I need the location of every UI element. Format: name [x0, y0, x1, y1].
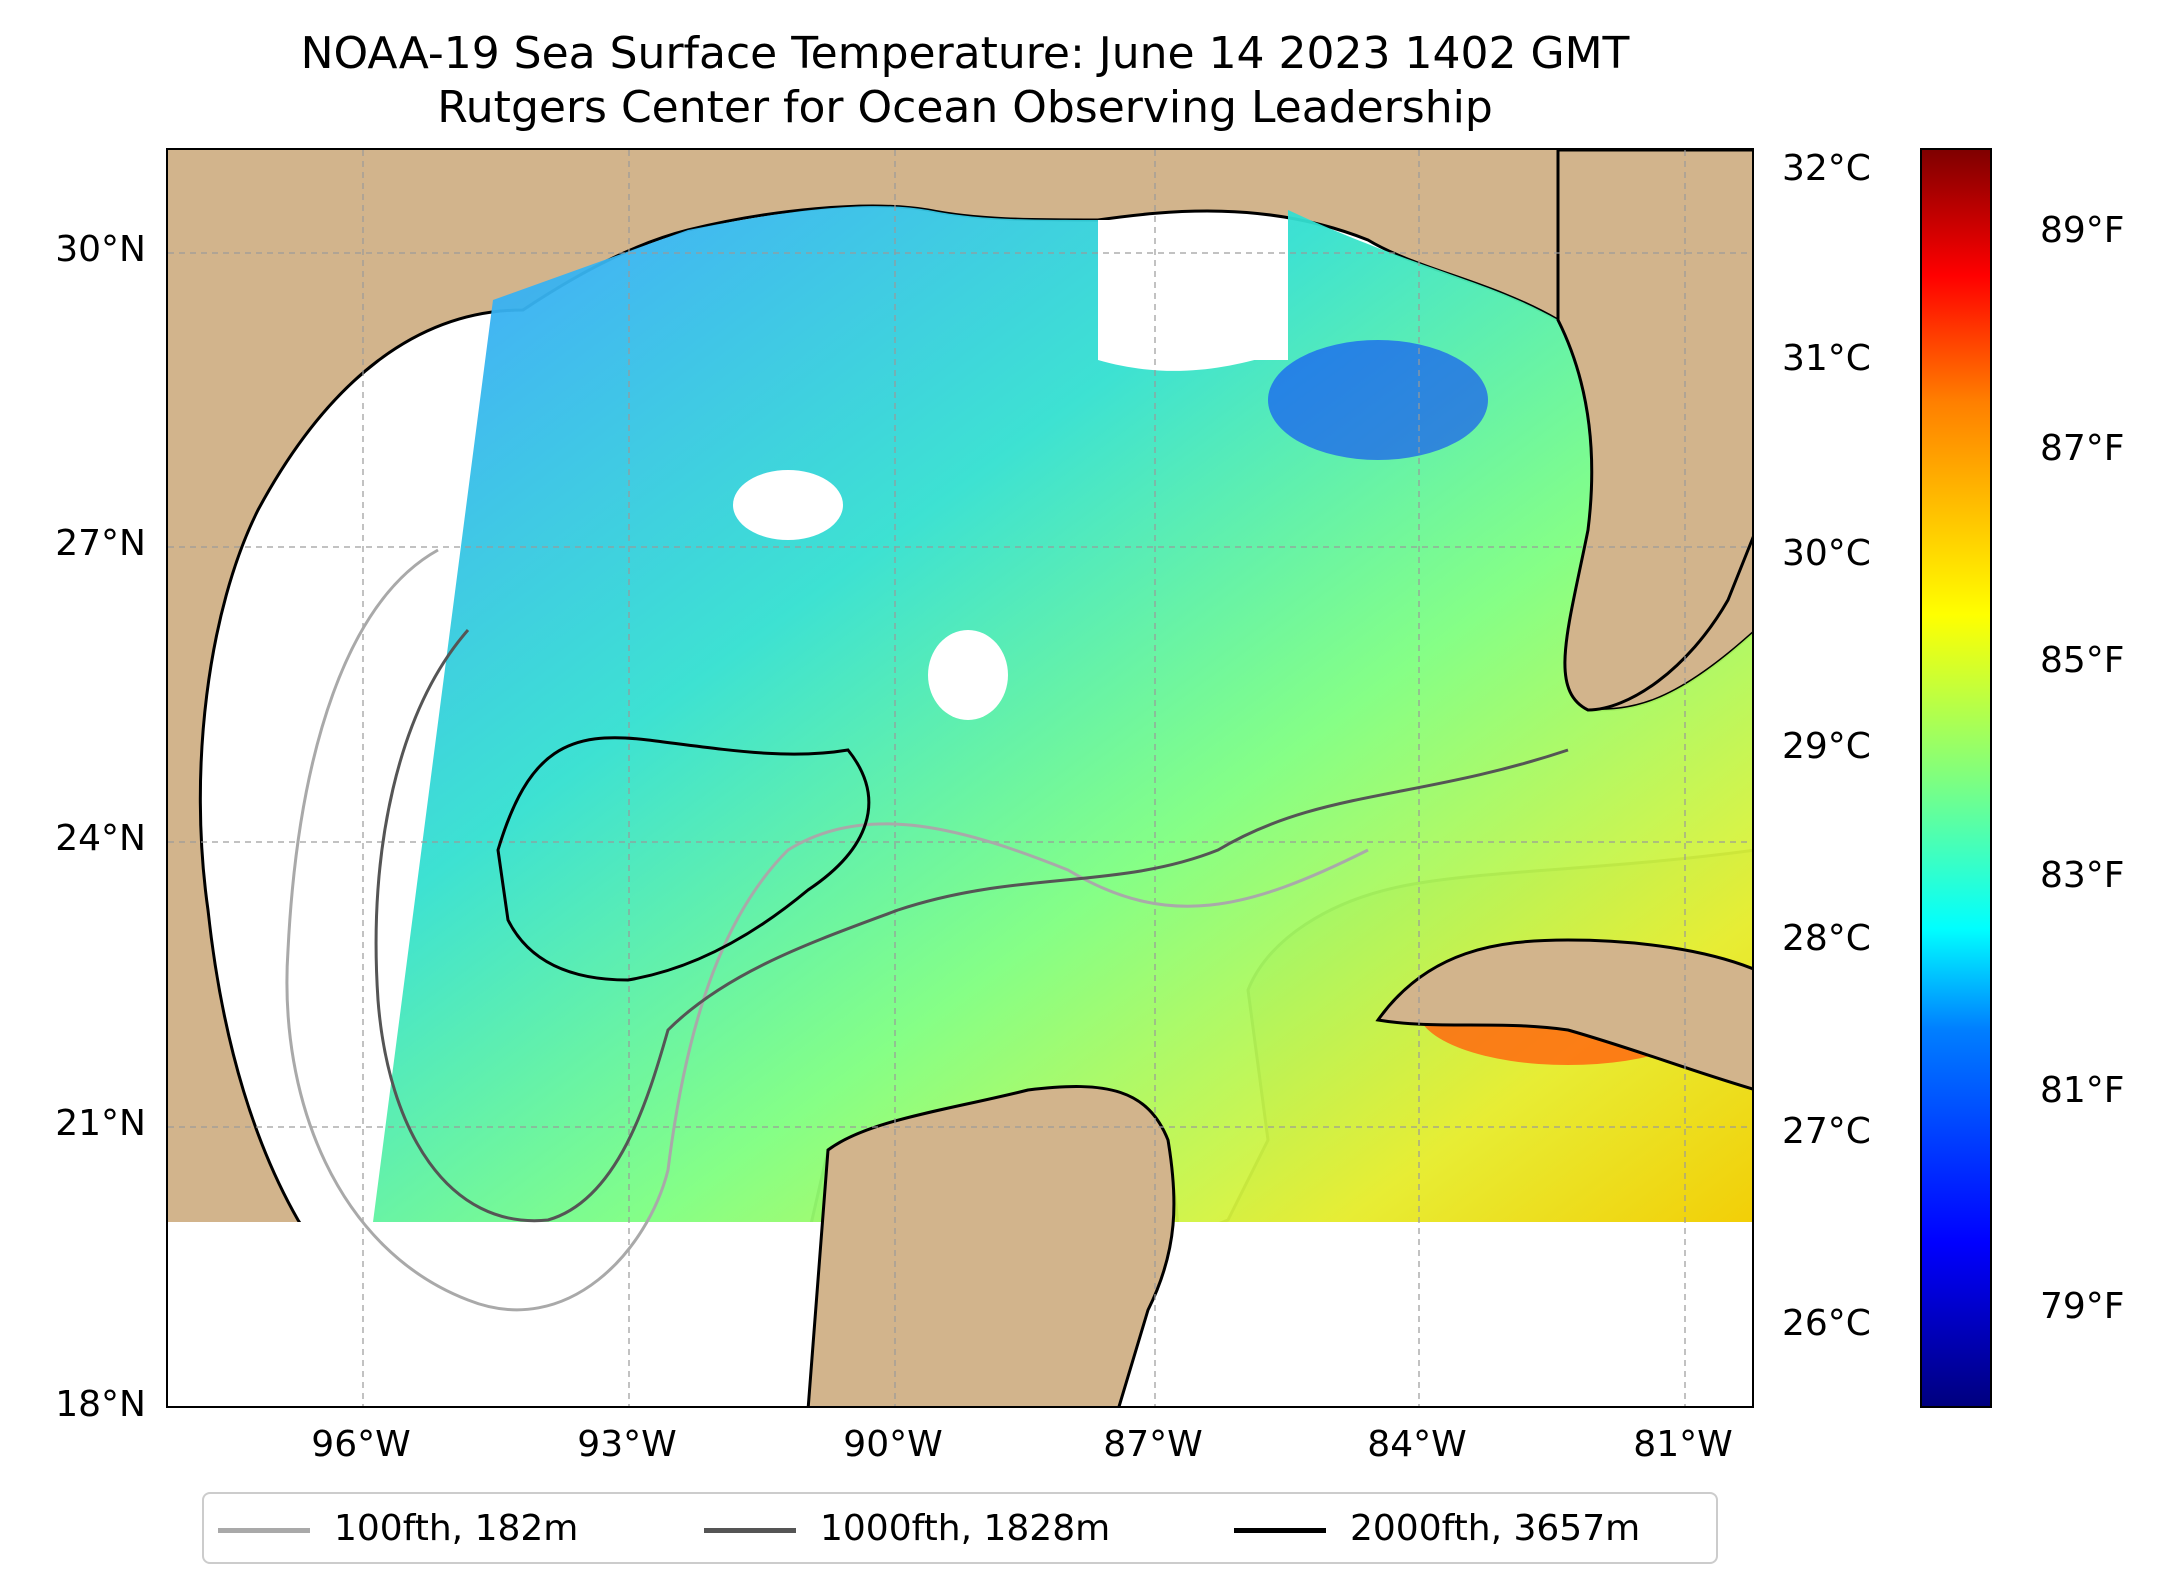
colorbar-celsius-label: 30°C: [1782, 533, 1871, 574]
lon-tick-label: 90°W: [843, 1424, 943, 1465]
colorbar-fahrenheit-label: 83°F: [2040, 855, 2125, 896]
legend-label: 1000fth, 1828m: [820, 1508, 1111, 1549]
colorbar-celsius-label: 27°C: [1782, 1111, 1871, 1152]
lat-tick-label: 21°N: [55, 1103, 146, 1144]
colorbar-fahrenheit-label: 81°F: [2040, 1070, 2125, 1111]
lon-tick-label: 96°W: [311, 1424, 411, 1465]
colorbar-celsius-label: 31°C: [1782, 338, 1871, 379]
legend-swatch-100fth: [218, 1528, 310, 1533]
map-panel: [166, 148, 1754, 1408]
yucatan-land: [806, 1085, 1176, 1406]
temperature-colorbar: [1920, 148, 1992, 1408]
lat-tick-label: 27°N: [55, 523, 146, 564]
cloud-gap: [1098, 220, 1288, 360]
lat-tick-label: 18°N: [55, 1384, 146, 1425]
legend-swatch-2000fth: [1234, 1528, 1326, 1533]
colorbar-fahrenheit-label: 79°F: [2040, 1286, 2125, 1327]
cloud-gap: [733, 470, 843, 540]
colorbar-fahrenheit-label: 89°F: [2040, 210, 2125, 251]
lat-tick-label: 24°N: [55, 818, 146, 859]
sst-swath: [373, 206, 1752, 1222]
colorbar-celsius-label: 29°C: [1782, 726, 1871, 767]
lon-tick-label: 81°W: [1633, 1424, 1733, 1465]
contour-1000fth: [374, 629, 1569, 1223]
legend-swatch-1000fth: [704, 1528, 796, 1533]
cuba-land: [1375, 938, 1752, 1091]
colorbar-fahrenheit-label: 87°F: [2040, 428, 2125, 469]
lon-tick-label: 93°W: [577, 1424, 677, 1465]
colorbar-celsius-label: 32°C: [1782, 148, 1871, 189]
contour-2000fth: [496, 736, 871, 982]
depth-legend: 100fth, 182m 1000fth, 1828m 2000fth, 365…: [202, 1492, 1718, 1564]
colorbar-celsius-label: 28°C: [1782, 918, 1871, 959]
cold-water-patch: [1268, 340, 1488, 460]
lon-tick-label: 87°W: [1103, 1424, 1203, 1465]
sst-map: [168, 150, 1752, 1406]
map-gridlines: [168, 150, 1752, 1406]
lat-tick-label: 30°N: [55, 229, 146, 270]
colorbar-celsius-label: 26°C: [1782, 1303, 1871, 1344]
cloud-gap: [928, 630, 1008, 720]
florida-land: [1556, 150, 1752, 712]
figure-title: NOAA-19 Sea Surface Temperature: June 14…: [300, 28, 1630, 79]
figure-subtitle: Rutgers Center for Ocean Observing Leade…: [437, 82, 1493, 133]
legend-label: 100fth, 182m: [334, 1508, 579, 1549]
contour-100fth: [285, 548, 1369, 1312]
lon-tick-label: 84°W: [1367, 1424, 1467, 1465]
colorbar-fahrenheit-label: 85°F: [2040, 640, 2125, 681]
legend-label: 2000fth, 3657m: [1350, 1508, 1641, 1549]
